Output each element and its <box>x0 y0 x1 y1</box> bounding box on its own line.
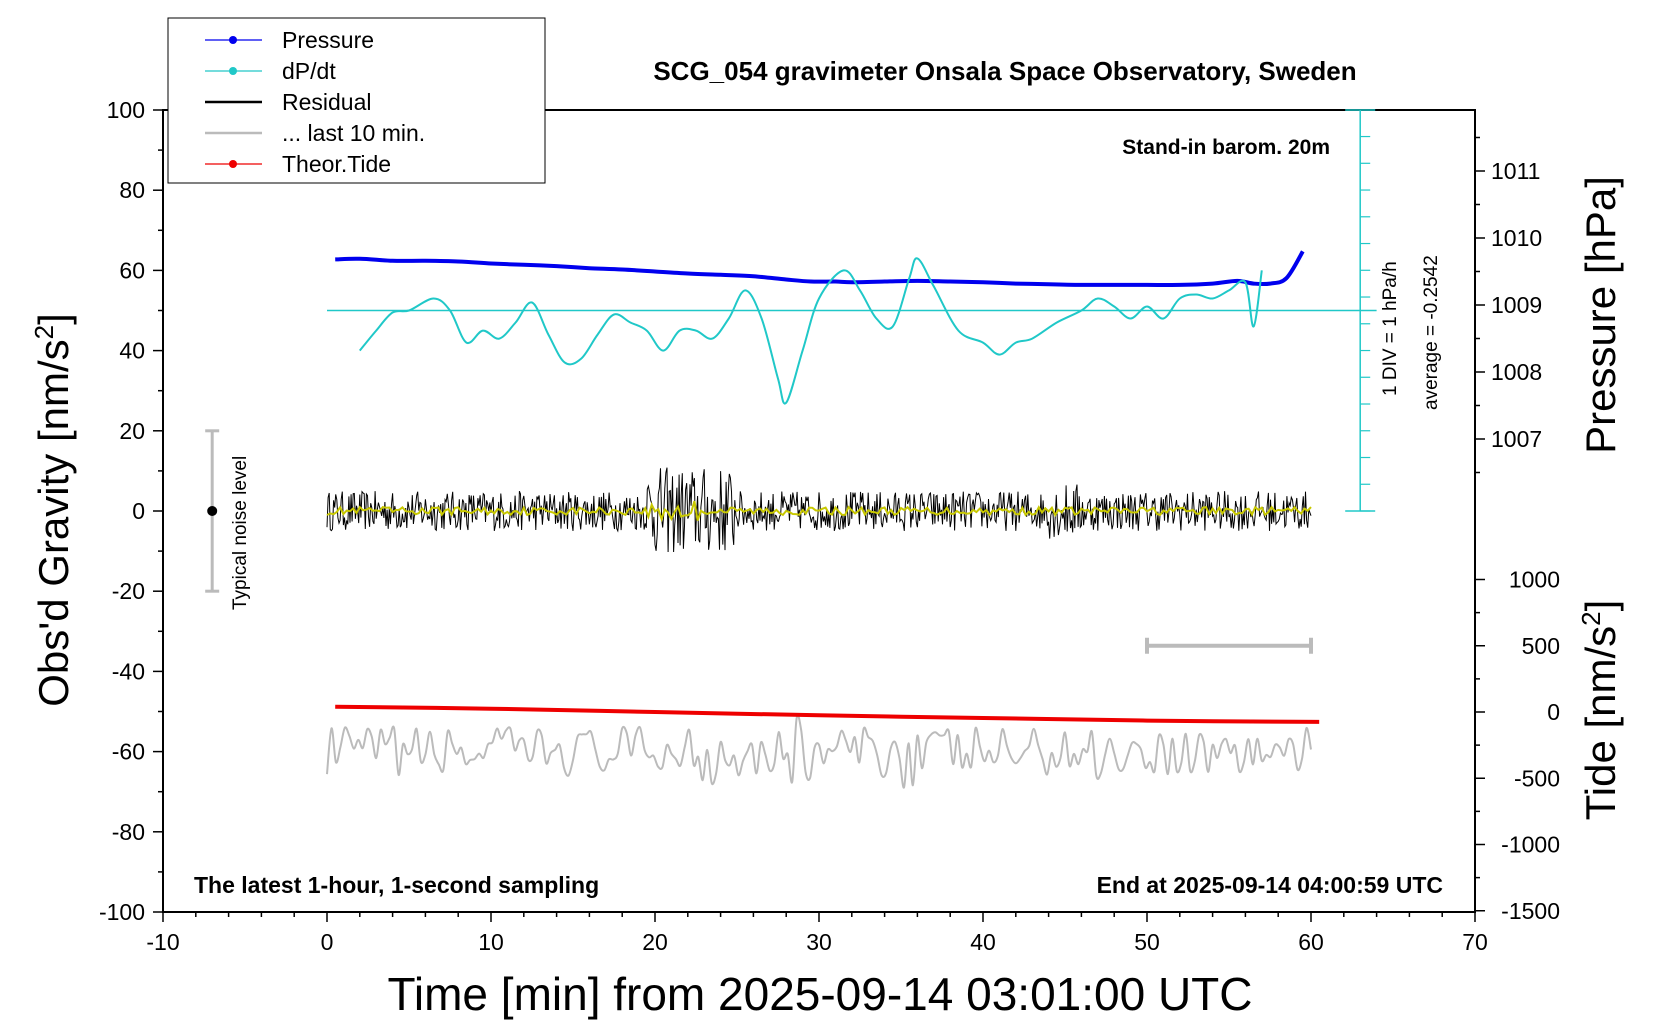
legend-marker <box>229 160 237 168</box>
tide-axis-label: Tide [nm/s2] <box>1576 600 1624 821</box>
tide-axis-label-main: Tide [nm/s <box>1577 626 1624 821</box>
last10-series <box>326 714 1312 789</box>
bottom-left-note: The latest 1-hour, 1-second sampling <box>194 872 599 898</box>
y-tick-labels: 100 80 60 40 20 0 -20 -40 -60 -80 -100 <box>99 97 145 925</box>
pressure-tick-label: 1007 <box>1491 426 1542 452</box>
y-axis-label-sup: 2 <box>29 325 59 339</box>
tide-tick-label: 1000 <box>1509 567 1560 593</box>
y-tick-label: 40 <box>119 338 145 364</box>
x-tick-label: 50 <box>1134 929 1160 955</box>
x-tick-label: 30 <box>806 929 832 955</box>
pressure-series <box>335 250 1305 287</box>
tide-tick-label: -500 <box>1514 765 1560 791</box>
tide-tick-labels: 1000 500 0 -500 -1000 -1500 <box>1501 567 1560 924</box>
pressure-tick-labels: 1011 1010 1009 1008 1007 <box>1491 158 1542 452</box>
tide-tick-label: -1500 <box>1501 898 1560 924</box>
legend-items: Pressure dP/dt Residual ... last 10 min. The… <box>205 27 425 177</box>
y-axis-label-main: Obs'd Gravity [nm/s <box>30 339 77 706</box>
x-tick-label: 60 <box>1298 929 1324 955</box>
residual-smoothed-series <box>326 500 1312 523</box>
pressure-tick-label: 1009 <box>1491 292 1542 318</box>
noise-label: Typical noise level <box>230 456 251 610</box>
tide-tick-label: -1000 <box>1501 832 1560 858</box>
y-tick-label: -100 <box>99 899 145 925</box>
tide-axis-label-end: ] <box>1577 600 1624 612</box>
y-axis-label-end: ] <box>30 313 77 325</box>
legend-label: dP/dt <box>282 58 336 84</box>
reference-bars <box>205 429 1313 654</box>
tide-axis-label-sup: 2 <box>1576 611 1606 625</box>
noise-bar-dot <box>207 506 218 516</box>
y-tick-label: -60 <box>112 739 145 765</box>
pressure-tick-label: 1008 <box>1491 359 1542 385</box>
x-tick-labels: -10 0 10 20 30 40 50 60 70 <box>146 929 1487 955</box>
tide-tick-label: 500 <box>1522 633 1560 659</box>
station-note: Stand-in barom. 20m <box>1122 136 1330 159</box>
tide-tick-label: 0 <box>1547 699 1560 725</box>
scale-note: 1 DIV = 1 hPa/h <box>1380 261 1401 396</box>
axis-ticks <box>153 109 1485 922</box>
dpdt-series <box>359 257 1263 405</box>
y-tick-label: -80 <box>112 819 145 845</box>
legend-marker <box>229 36 237 44</box>
x-tick-label: 70 <box>1462 929 1488 955</box>
legend-label: Pressure <box>282 27 374 53</box>
legend-label: ... last 10 min. <box>282 120 425 146</box>
legend-marker <box>229 67 237 75</box>
series-group <box>326 250 1320 789</box>
y-tick-label: 100 <box>107 97 145 123</box>
x-axis-label: Time [min] from 2025-09-14 03:01:00 UTC <box>388 968 1253 1020</box>
x-tick-label: -10 <box>146 929 179 955</box>
pressure-tick-label: 1011 <box>1491 158 1540 184</box>
residual-series <box>326 467 1312 553</box>
y-tick-label: 60 <box>119 257 145 283</box>
dpdt-scale-axis <box>327 109 1377 512</box>
x-tick-label: 10 <box>478 929 504 955</box>
bottom-right-note: End at 2025-09-14 04:00:59 UTC <box>1097 872 1443 898</box>
y-tick-label: -40 <box>112 658 145 684</box>
tide-series <box>335 704 1320 724</box>
x-tick-label: 0 <box>321 929 334 955</box>
y-tick-label: -20 <box>112 578 145 604</box>
legend-label: Theor.Tide <box>282 151 391 177</box>
average-note: average = -0.2542 <box>1421 255 1442 410</box>
pressure-tick-label: 1010 <box>1491 225 1542 251</box>
y-tick-label: 80 <box>119 177 145 203</box>
chart-title: SCG_054 gravimeter Onsala Space Observat… <box>653 56 1356 86</box>
legend: Pressure dP/dt Residual ... last 10 min. The… <box>167 17 546 184</box>
x-tick-label: 20 <box>642 929 668 955</box>
x-tick-label: 40 <box>970 929 996 955</box>
y-tick-label: 20 <box>119 418 145 444</box>
y-tick-label: 0 <box>132 498 145 524</box>
legend-box <box>167 17 546 184</box>
pressure-axis-label: Pressure [hPa] <box>1577 176 1624 454</box>
y-axis-label: Obs'd Gravity [nm/s2] <box>29 313 77 707</box>
legend-label: Residual <box>282 89 372 115</box>
